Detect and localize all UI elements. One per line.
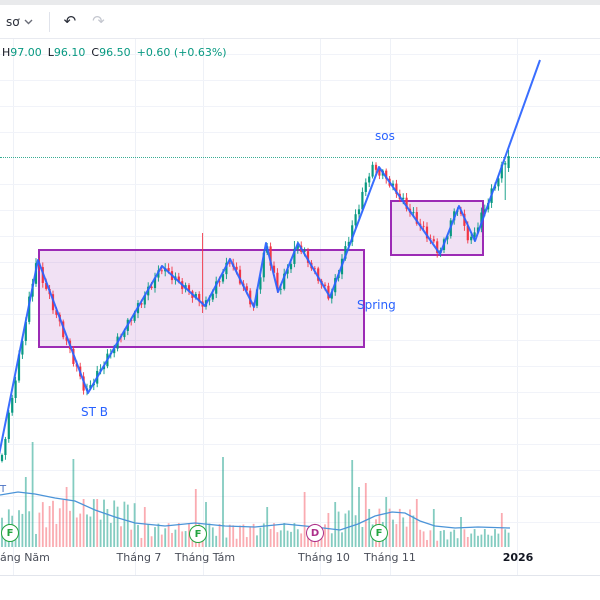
wyckoff-trend-zigzag-line[interactable] [0,59,541,470]
ohlc-legend: H97.00 L96.10 C96.50 +0.60 (+0.63%) [2,46,227,59]
vertical-gridline [320,39,321,575]
horizontal-gridline [0,470,600,471]
annotation-st-b[interactable]: ST B [81,405,108,419]
annotation-sos[interactable]: sos [375,129,395,143]
low-label: L [47,46,54,59]
annotation-spring[interactable]: Spring [357,298,396,312]
x-axis-label: Tháng 7 [116,551,162,564]
x-axis[interactable]: áng Năm Tháng 7 Tháng Tám Tháng 10 Tháng 11 2… [0,550,600,570]
horizontal-gridline [0,366,600,367]
low-value: 96.10 [53,46,86,59]
horizontal-gridline [0,184,600,185]
horizontal-gridline [0,340,600,341]
vertical-gridline [517,39,518,575]
horizontal-gridline [0,444,600,445]
horizontal-gridline [0,132,600,133]
horizontal-gridline [0,314,600,315]
event-badge-f[interactable]: F [370,524,388,542]
vertical-gridline [390,39,391,575]
undo-button[interactable]: ↶ [63,12,77,30]
horizontal-gridline [0,236,600,237]
horizontal-gridline [0,54,600,55]
horizontal-gridline [0,210,600,211]
x-axis-label: áng Năm [0,551,50,564]
axis-separator [0,575,600,576]
horizontal-gridline [0,262,600,263]
volume-bars [1,442,510,547]
current-price-dotted-line [0,157,600,158]
window-top-strip [0,0,600,5]
x-axis-label: Tháng 11 [364,551,416,564]
horizontal-gridline [0,418,600,419]
volume-ma-partial-label: T [0,484,7,495]
volume-ma-line [0,491,511,531]
vertical-gridline [203,39,204,575]
close-value: 96.50 [99,46,131,59]
x-axis-label: Tháng Tám [174,551,236,564]
symbol-interval-dropdown[interactable]: sơ [0,11,39,33]
toolbar-divider [48,11,50,32]
horizontal-gridline [0,522,600,523]
horizontal-gridline [0,496,600,497]
horizontal-gridline [0,288,600,289]
x-axis-label: 2026 [502,551,534,564]
event-badge-f[interactable]: F [189,525,207,543]
redo-button[interactable]: ↷ [92,12,105,30]
price-chart-canvas[interactable]: sos Spring ST B T F F D F [0,39,600,575]
vertical-gridline [135,39,136,575]
close-label: C [91,46,100,59]
vertical-gridline [13,39,14,575]
change-value: +0.60 (+0.63%) [136,46,227,59]
event-badge-d[interactable]: D [306,524,324,542]
symbol-interval-label: sơ [6,14,20,29]
event-badge-f[interactable]: F [1,524,19,542]
high-label: H [2,46,11,59]
x-axis-label: Tháng 10 [298,551,350,564]
horizontal-gridline [0,106,600,107]
high-value: 97.00 [10,46,42,59]
chart-toolbar: sơ ↶ ↷ [0,5,600,39]
candlestick-series [0,150,510,463]
horizontal-gridline [0,392,600,393]
chevron-down-icon [24,19,33,24]
horizontal-gridline [0,80,600,81]
